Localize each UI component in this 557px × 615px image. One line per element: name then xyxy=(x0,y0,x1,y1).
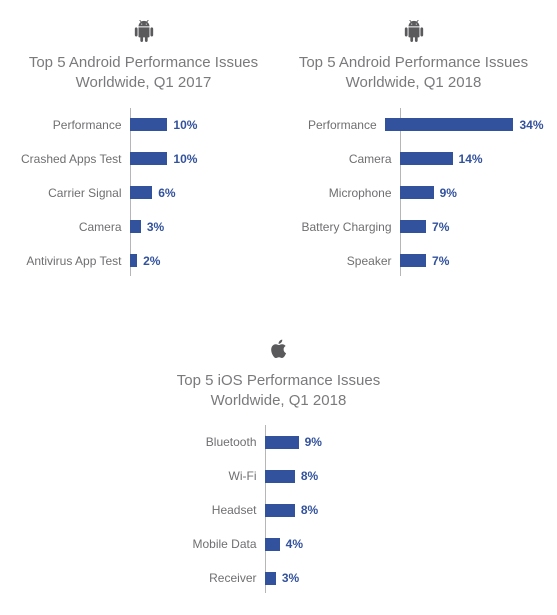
bar-fill xyxy=(400,152,453,165)
android-icon-wrap xyxy=(14,20,274,47)
bar-row: Performance 34% xyxy=(284,108,544,142)
bar-value: 3% xyxy=(147,220,164,234)
bar-track: 34% xyxy=(385,108,544,142)
bar-row: Battery Charging 7% xyxy=(284,210,544,244)
bar-track: 14% xyxy=(400,142,544,176)
bar-label: Microphone xyxy=(284,186,400,200)
bar-fill xyxy=(265,504,295,517)
bar-label: Wi-Fi xyxy=(149,469,265,483)
bar-label: Bluetooth xyxy=(149,435,265,449)
android-icon xyxy=(403,20,425,42)
bar-fill xyxy=(400,220,427,233)
bar-fill xyxy=(265,470,295,483)
bar-track: 9% xyxy=(400,176,544,210)
bar-value: 14% xyxy=(459,152,483,166)
bar-track: 10% xyxy=(130,142,274,176)
bar-track: 3% xyxy=(130,210,274,244)
bar-track: 4% xyxy=(265,527,409,561)
bar-fill xyxy=(130,220,141,233)
chart-panel-android-2018: Top 5 Android Performance Issues Worldwi… xyxy=(284,20,544,278)
chart-panel-android-2017: Top 5 Android Performance Issues Worldwi… xyxy=(14,20,274,278)
bar-value: 9% xyxy=(305,435,322,449)
bar-track: 7% xyxy=(400,210,544,244)
bar-fill xyxy=(385,118,514,131)
bar-track: 8% xyxy=(265,493,409,527)
bar-track: 10% xyxy=(130,108,274,142)
bar-fill xyxy=(265,538,280,551)
bar-value: 7% xyxy=(432,254,449,268)
bar-row: Wi-Fi 8% xyxy=(149,459,409,493)
bar-fill xyxy=(130,254,138,267)
bars-container: Bluetooth 9% Wi-Fi 8% Headset 8% Mobile Data 4%… xyxy=(149,425,409,595)
bar-row: Camera 14% xyxy=(284,142,544,176)
android-icon xyxy=(133,20,155,42)
bar-fill xyxy=(265,572,276,585)
bar-fill xyxy=(400,254,427,267)
bar-track: 6% xyxy=(130,176,274,210)
bar-row: Antivirus App Test 2% xyxy=(14,244,274,278)
bar-label: Crashed Apps Test xyxy=(14,152,130,166)
apple-icon-wrap xyxy=(149,338,409,365)
bar-fill xyxy=(130,152,168,165)
bar-fill xyxy=(400,186,434,199)
bar-label: Carrier Signal xyxy=(14,186,130,200)
bar-value: 34% xyxy=(519,118,543,132)
bar-label: Performance xyxy=(14,118,130,132)
bar-value: 6% xyxy=(158,186,175,200)
chart-title: Top 5 Android Performance Issues Worldwi… xyxy=(294,53,534,94)
bar-row: Bluetooth 9% xyxy=(149,425,409,459)
bar-row: Crashed Apps Test 10% xyxy=(14,142,274,176)
bar-label: Headset xyxy=(149,503,265,517)
bar-track: 9% xyxy=(265,425,409,459)
bar-row: Performance 10% xyxy=(14,108,274,142)
bar-row: Headset 8% xyxy=(149,493,409,527)
bars-container: Performance 34% Camera 14% Microphone 9% Batte… xyxy=(284,108,544,278)
bar-track: 3% xyxy=(265,561,409,595)
apple-icon xyxy=(268,338,290,360)
bar-value: 10% xyxy=(173,118,197,132)
bar-fill xyxy=(130,186,153,199)
bar-row: Carrier Signal 6% xyxy=(14,176,274,210)
bar-fill xyxy=(130,118,168,131)
bar-track: 2% xyxy=(130,244,274,278)
charts-grid: Top 5 Android Performance Issues Worldwi… xyxy=(10,20,547,595)
bar-label: Antivirus App Test xyxy=(14,254,130,268)
bar-value: 2% xyxy=(143,254,160,268)
bar-value: 8% xyxy=(301,469,318,483)
bar-label: Speaker xyxy=(284,254,400,268)
bar-track: 8% xyxy=(265,459,409,493)
bar-row: Microphone 9% xyxy=(284,176,544,210)
bar-label: Mobile Data xyxy=(149,537,265,551)
chart-panel-ios-2018: Top 5 iOS Performance Issues Worldwide, … xyxy=(149,338,409,596)
bar-row: Camera 3% xyxy=(14,210,274,244)
bar-value: 9% xyxy=(440,186,457,200)
bar-value: 10% xyxy=(173,152,197,166)
bar-track: 7% xyxy=(400,244,544,278)
bar-value: 4% xyxy=(286,537,303,551)
android-icon-wrap xyxy=(284,20,544,47)
bar-value: 8% xyxy=(301,503,318,517)
bar-label: Battery Charging xyxy=(284,220,400,234)
bar-row: Speaker 7% xyxy=(284,244,544,278)
bar-label: Performance xyxy=(284,118,385,132)
bar-row: Receiver 3% xyxy=(149,561,409,595)
bar-fill xyxy=(265,436,299,449)
bar-row: Mobile Data 4% xyxy=(149,527,409,561)
bar-value: 7% xyxy=(432,220,449,234)
bars-container: Performance 10% Crashed Apps Test 10% Carrie… xyxy=(14,108,274,278)
bar-label: Camera xyxy=(284,152,400,166)
bar-value: 3% xyxy=(282,571,299,585)
bar-label: Camera xyxy=(14,220,130,234)
chart-title: Top 5 iOS Performance Issues Worldwide, … xyxy=(159,371,399,412)
bar-label: Receiver xyxy=(149,571,265,585)
chart-title: Top 5 Android Performance Issues Worldwi… xyxy=(24,53,264,94)
